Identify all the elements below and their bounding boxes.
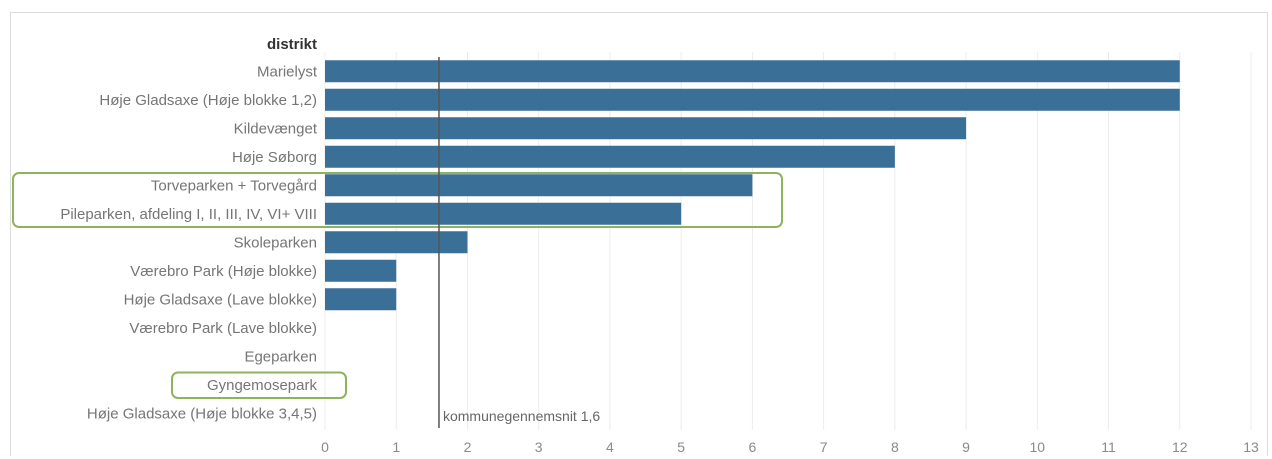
category-label: Høje Søborg (232, 149, 317, 166)
x-tick-label: 3 (535, 439, 543, 455)
x-tick-label: 7 (820, 439, 828, 455)
x-tick-label: 13 (1243, 439, 1259, 455)
category-label: Marielyst (257, 63, 318, 80)
bar (325, 117, 967, 140)
highlight-box (171, 371, 347, 399)
highlight-boxes (12, 172, 783, 399)
x-tick-label: 2 (464, 439, 472, 455)
category-label: Høje Gladsaxe (Høje blokke 3,4,5) (87, 405, 317, 422)
x-tick-label: 12 (1172, 439, 1188, 455)
y-axis-title: distrikt (267, 36, 317, 53)
bar (325, 174, 753, 197)
bar (325, 202, 682, 225)
category-label: Skoleparken (234, 234, 317, 251)
bar (325, 145, 895, 168)
bar (325, 288, 397, 311)
bar (325, 231, 468, 254)
category-label: Kildevænget (234, 120, 318, 137)
category-label: Torveparken + Torvegård (151, 177, 317, 194)
category-label: Egeparken (244, 348, 317, 365)
category-label: Værebro Park (Høje blokke) (130, 263, 317, 280)
reference-line-label: kommunegennemsnit 1,6 (443, 408, 600, 424)
category-label: Høje Gladsaxe (Lave blokke) (124, 291, 317, 308)
category-label: Værebro Park (Lave blokke) (129, 320, 317, 337)
bar (325, 60, 1180, 83)
chart-frame (10, 12, 1268, 456)
x-axis-ticks: 0 1 2 3 4 5 6 7 8 9 10 11 12 13 (321, 439, 1259, 455)
x-tick-label: 6 (748, 439, 756, 455)
gridlines (324, 52, 1252, 430)
bar (325, 259, 397, 282)
reference-line-group: kommunegennemsnit 1,6 (438, 57, 600, 428)
category-label: Pileparken, afdeling I, II, III, IV, VI+… (60, 206, 317, 223)
bars (325, 60, 1180, 311)
highlight-box (12, 172, 783, 228)
x-tick-label: 0 (321, 439, 329, 455)
x-tick-label: 4 (606, 439, 614, 455)
bar (325, 88, 1180, 111)
x-tick-label: 1 (392, 439, 400, 455)
x-tick-label: 5 (677, 439, 685, 455)
x-tick-label: 11 (1101, 439, 1116, 455)
x-tick-label: 8 (891, 439, 899, 455)
category-label: Høje Gladsaxe (Høje blokke 1,2) (99, 92, 317, 109)
category-label: Gyngemosepark (207, 377, 318, 394)
category-labels: Marielyst Høje Gladsaxe (Høje blokke 1,2)… (60, 63, 318, 422)
x-tick-label: 10 (1030, 439, 1046, 455)
x-tick-label: 9 (962, 439, 970, 455)
